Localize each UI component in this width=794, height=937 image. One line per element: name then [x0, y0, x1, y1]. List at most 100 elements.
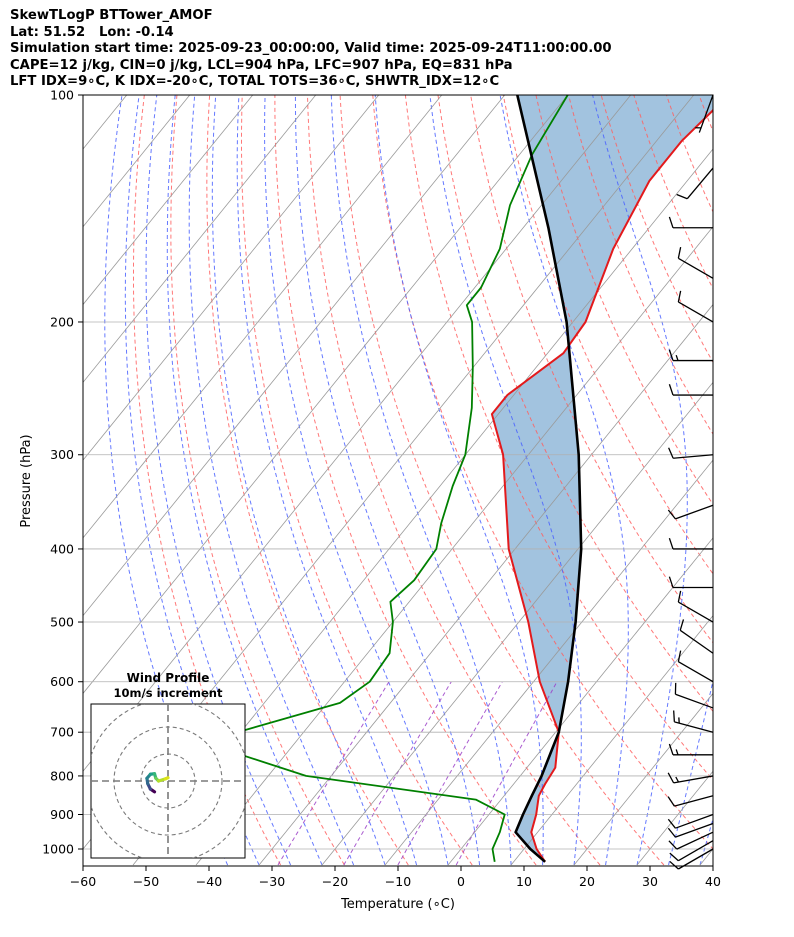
moist-adiabat-line [264, 95, 449, 866]
x-tick-label: −40 [196, 874, 222, 889]
dry-adiabat-line [306, 95, 601, 866]
title-times: Simulation start time: 2025-09-23_00:00:… [10, 41, 612, 56]
dry-adiabat-line [372, 95, 713, 850]
wind-barb [677, 290, 714, 323]
wind-barb [677, 590, 714, 623]
wind-barb-full-flag [668, 349, 674, 361]
wind-barb-full-flag [667, 509, 676, 520]
title-stability-indices: LFT IDX=9∘C, K IDX=-20∘C, TOTAL TOTS=36∘… [10, 74, 500, 89]
dry-adiabat-line [633, 95, 713, 290]
moist-adiabat-line [374, 95, 544, 865]
chart-title-block: SkewTLogP BTTower_AMOF Lat: 51.52 Lon: -… [10, 8, 612, 91]
moist-adiabat-line [429, 95, 582, 866]
x-tick-label: 20 [579, 874, 595, 889]
y-tick-label: 1000 [42, 842, 74, 857]
isotherm-line [321, 381, 713, 866]
wind-barb [668, 537, 713, 550]
wind-barb [667, 813, 714, 829]
x-tick-label: −60 [70, 874, 96, 889]
wind-barb [668, 216, 713, 229]
isotherm-line [83, 95, 380, 461]
wind-barb-shaft [676, 831, 714, 850]
wind-barb-shaft [674, 721, 714, 733]
wind-barb [667, 772, 714, 784]
wind-barb-full-flag [679, 619, 685, 631]
wind-barb [676, 167, 714, 200]
y-axis-label: Pressure (hPa) [19, 434, 34, 527]
wind-barb [667, 795, 714, 807]
wind-barb [668, 349, 713, 362]
wind-barb-shaft [678, 301, 714, 323]
wind-barb-half-flag [675, 354, 679, 361]
wind-barb [677, 246, 714, 279]
dry-adiabat-line [502, 95, 713, 575]
wind-barb-full-flag [669, 860, 679, 870]
wind-barb-full-flag [669, 852, 679, 862]
moist-adiabat-line [499, 95, 629, 866]
mixing-ratio-line [343, 681, 452, 866]
dry-adiabat-line [535, 95, 713, 506]
isotherm-line [384, 459, 713, 866]
moist-adiabat-line [188, 95, 355, 866]
wind-barb-full-flag [668, 384, 674, 396]
wind-barb-shaft [698, 94, 714, 133]
x-tick-label: −10 [385, 874, 411, 889]
wind-barb-shaft [686, 167, 714, 200]
moist-adiabat-line [592, 95, 688, 866]
wind-barb [668, 831, 714, 850]
moist-adiabat-line [145, 95, 292, 866]
wind-barb-shaft [678, 257, 714, 279]
wind-barb-full-flag [677, 590, 682, 603]
wind-barb-shaft [678, 848, 714, 870]
wind-barb-full-flag [677, 650, 682, 662]
dry-adiabat-line [339, 95, 665, 866]
dry-adiabat-line [470, 95, 713, 644]
hodograph-title: Wind Profile [127, 671, 210, 685]
y-tick-label: 200 [50, 314, 74, 329]
y-tick-label: 500 [50, 615, 74, 630]
moist-adiabat-line [330, 95, 512, 866]
dewpoint-profile-line [236, 95, 569, 862]
dry-adiabat-line [404, 95, 713, 781]
wind-barb-full-flag [668, 840, 678, 850]
isotherm-line [699, 848, 713, 866]
dry-adiabat-line [758, 79, 794, 865]
y-tick-label: 800 [50, 768, 74, 783]
hodograph-plot [91, 704, 245, 858]
isotherm-line [83, 95, 569, 695]
dry-adiabat-line [133, 95, 282, 866]
title-location: Lat: 51.52 Lon: -0.14 [10, 24, 174, 40]
isotherm-line [195, 226, 713, 866]
wind-barb-shaft [675, 504, 714, 520]
wind-barb-full-flag [668, 447, 674, 459]
wind-barb-full-flag [677, 246, 682, 259]
mixing-ratio-line [277, 681, 390, 866]
cape-shaded-area [491, 95, 713, 862]
wind-barb-half-flag [675, 749, 679, 756]
wind-barb-full-flag [667, 796, 675, 807]
dry-adiabat-line [726, 79, 794, 865]
x-tick-label: 10 [516, 874, 532, 889]
wind-barb-shaft [675, 822, 714, 838]
title-cape-indices: CAPE=12 j/kg, CIN=0 j/kg, LCL=904 hPa, L… [10, 57, 513, 73]
wind-barb-full-flag [668, 537, 674, 550]
wind-barb [669, 848, 714, 870]
wind-barb-full-flag [668, 743, 674, 756]
wind-barb-full-flag [676, 193, 688, 200]
y-tick-label: 100 [50, 88, 74, 103]
wind-barb-full-flag [668, 576, 674, 588]
wind-barb-full-flag [673, 710, 676, 722]
wind-barb-shaft [675, 693, 714, 709]
wind-barb [695, 94, 714, 133]
moist-adiabat-line [166, 95, 323, 866]
isotherm-line [0, 78, 77, 865]
wind-barb-shaft [678, 601, 714, 623]
x-axis-label: Temperature (∘C) [340, 897, 455, 912]
title-station: SkewTLogP BTTower_AMOF [10, 8, 213, 23]
wind-barb-shaft [674, 795, 714, 807]
isotherm-line [573, 692, 713, 866]
y-tick-label: 700 [50, 725, 74, 740]
wind-barb [668, 743, 713, 756]
y-tick-label: 600 [50, 674, 74, 689]
moist-adiabat-line [236, 95, 418, 866]
